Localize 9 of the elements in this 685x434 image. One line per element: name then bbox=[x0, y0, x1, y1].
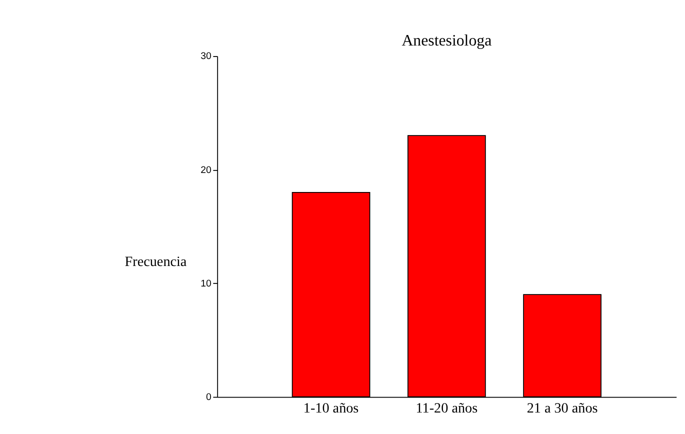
y-tick-label: 30 bbox=[200, 51, 212, 62]
x-tick-label: 21 a 30 años bbox=[526, 400, 598, 416]
chart-title: Anestesiologa bbox=[402, 32, 492, 50]
x-tick-label: 11-20 años bbox=[416, 400, 478, 416]
y-axis-title: Frecuencia bbox=[124, 254, 188, 270]
y-tick-label: 0 bbox=[206, 392, 212, 403]
y-tick-label: 20 bbox=[200, 164, 212, 176]
x-tick-label: 1-10 años bbox=[303, 400, 359, 416]
y-tick-label: 10 bbox=[200, 278, 212, 290]
